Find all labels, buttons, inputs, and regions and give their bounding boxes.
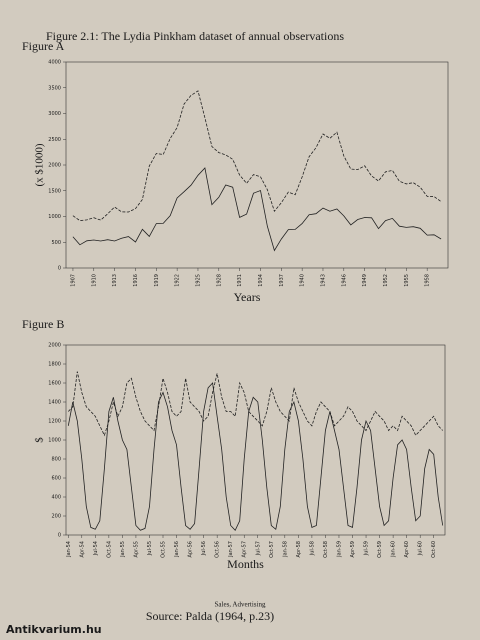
y-tick-label: 1000 bbox=[48, 438, 61, 444]
chart-title: Figure B bbox=[22, 317, 64, 331]
x-tick-label: Oct-57 bbox=[269, 541, 275, 558]
y-tick-label: 2000 bbox=[48, 163, 61, 169]
x-tick-label: 1910 bbox=[91, 274, 97, 287]
x-tick-label: Apr-58 bbox=[296, 541, 302, 558]
x-tick-label: Jan-58 bbox=[282, 541, 288, 558]
x-tick-label: 1955 bbox=[404, 274, 410, 287]
x-tick-label: Jul-60 bbox=[418, 541, 424, 556]
x-tick-label: 1958 bbox=[425, 274, 431, 287]
y-tick-label: 400 bbox=[51, 495, 61, 501]
x-tick-label: 1943 bbox=[320, 274, 326, 287]
y-tick-label: 0 bbox=[58, 533, 61, 539]
x-tick-label: Jul-58 bbox=[309, 541, 315, 556]
watermark: Antikvarium.hu bbox=[6, 623, 102, 636]
x-tick-label: 1931 bbox=[237, 274, 243, 287]
y-tick-label: 1200 bbox=[48, 419, 61, 425]
x-tick-label: Oct-54 bbox=[106, 541, 112, 558]
series-line bbox=[72, 167, 442, 252]
x-tick-label: Oct-58 bbox=[323, 541, 329, 558]
x-tick-label: Jan-57 bbox=[228, 541, 234, 558]
y-tick-label: 2000 bbox=[48, 343, 61, 349]
x-tick-label: Oct-60 bbox=[431, 541, 437, 558]
x-tick-label: 1952 bbox=[383, 274, 389, 287]
y-tick-label: 3500 bbox=[48, 85, 61, 91]
x-tick-label: Apr-55 bbox=[133, 541, 139, 558]
x-tick-label: Jan-60 bbox=[391, 541, 397, 558]
x-tick-label: Jan-54 bbox=[66, 541, 72, 558]
series-line bbox=[67, 382, 444, 532]
x-tick-label: Apr-57 bbox=[242, 541, 248, 558]
x-tick-label: Jul-57 bbox=[255, 541, 261, 556]
x-tick-label: Jul-59 bbox=[364, 541, 370, 556]
x-tick-label: 1940 bbox=[300, 274, 306, 287]
y-tick-label: 200 bbox=[51, 514, 61, 520]
x-tick-label: 1937 bbox=[279, 274, 285, 287]
y-tick-label: 1800 bbox=[48, 362, 61, 368]
x-tick-label: Oct-56 bbox=[215, 541, 221, 558]
x-tick-label: 1928 bbox=[216, 274, 222, 287]
series-line bbox=[68, 371, 443, 437]
legend: Sales, Advertising bbox=[215, 601, 266, 609]
x-tick-label: Oct-55 bbox=[161, 541, 167, 558]
x-tick-label: Jul-54 bbox=[93, 541, 99, 556]
y-tick-label: 3000 bbox=[48, 111, 61, 117]
y-tick-label: 600 bbox=[51, 476, 61, 482]
x-tick-label: 1949 bbox=[362, 274, 368, 287]
source: Source: Palda (1964, p.23) bbox=[146, 609, 274, 623]
x-tick-label: 1919 bbox=[154, 274, 160, 287]
x-tick-label: Apr-59 bbox=[350, 541, 356, 558]
y-tick-label: 0 bbox=[58, 266, 61, 272]
y-tick-label: 800 bbox=[51, 457, 61, 463]
x-tick-label: 1913 bbox=[112, 274, 118, 287]
chart-title: Figure A bbox=[22, 39, 65, 53]
series-line bbox=[72, 90, 442, 222]
x-tick-label: 1934 bbox=[258, 274, 264, 287]
x-tick-label: Apr-60 bbox=[404, 541, 410, 558]
y-tick-label: 1600 bbox=[48, 381, 61, 387]
x-tick-label: Jan-55 bbox=[120, 541, 126, 558]
x-tick-label: Apr-56 bbox=[188, 541, 194, 558]
y-tick-label: 1000 bbox=[48, 214, 61, 220]
x-tick-label: Oct-59 bbox=[377, 541, 383, 558]
x-tick-label: Apr-54 bbox=[79, 541, 85, 558]
x-tick-label: 1916 bbox=[133, 274, 139, 287]
y-axis-label: $ bbox=[34, 437, 46, 443]
y-axis-label: (x $1000) bbox=[34, 143, 46, 186]
y-tick-label: 4000 bbox=[48, 60, 61, 66]
x-tick-label: Jan-56 bbox=[174, 541, 180, 558]
x-axis-label: Years bbox=[234, 290, 261, 304]
y-tick-label: 1500 bbox=[48, 188, 61, 194]
x-tick-label: Jan-59 bbox=[336, 541, 342, 558]
y-tick-label: 2500 bbox=[48, 137, 61, 143]
y-tick-label: 500 bbox=[51, 240, 61, 246]
y-tick-label: 1400 bbox=[48, 400, 61, 406]
x-axis-label: Months bbox=[227, 557, 264, 571]
x-tick-label: Jul-56 bbox=[201, 541, 207, 556]
x-tick-label: 1907 bbox=[70, 274, 76, 287]
x-tick-label: Jul-55 bbox=[147, 541, 153, 556]
x-tick-label: 1925 bbox=[195, 274, 201, 287]
x-tick-label: 1946 bbox=[341, 274, 347, 287]
x-tick-label: 1922 bbox=[175, 274, 181, 287]
page-title: Figure 2.1: The Lydia Pinkham dataset of… bbox=[46, 29, 344, 43]
